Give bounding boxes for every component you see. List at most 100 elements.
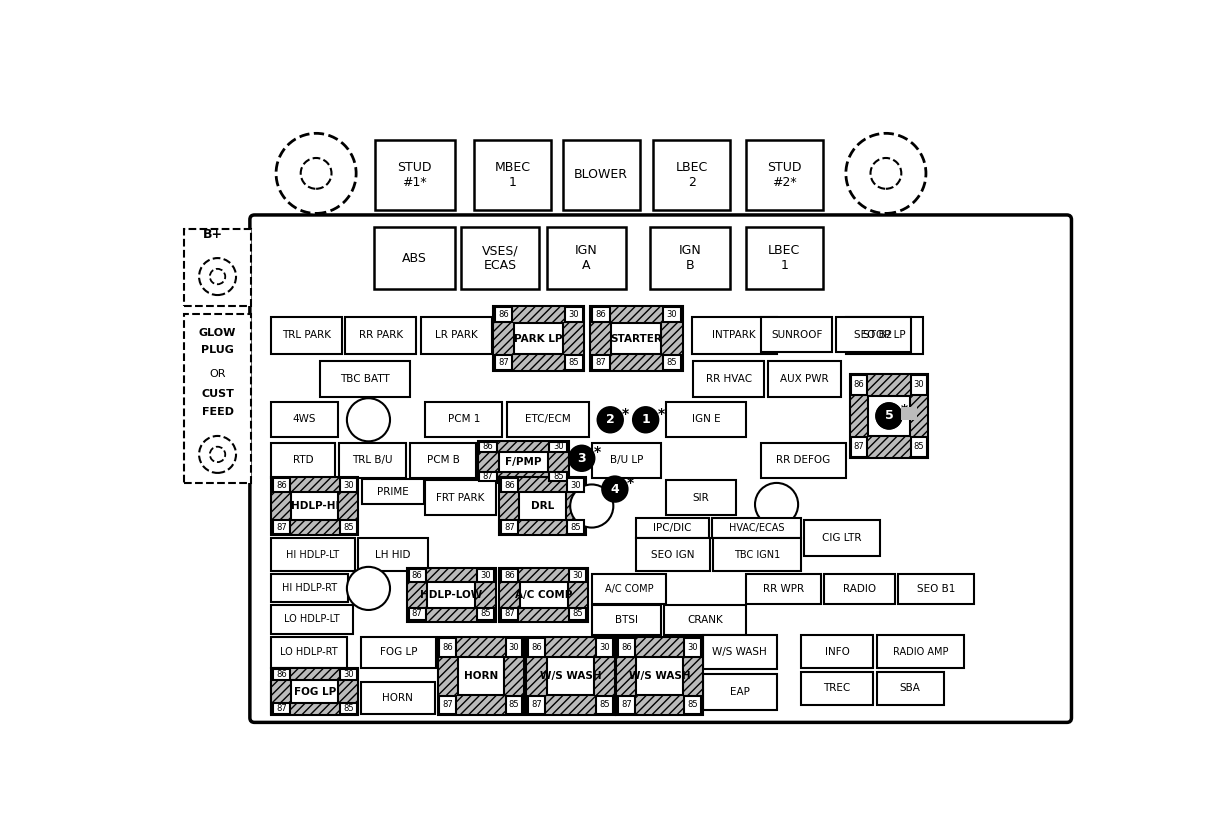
Text: FEED: FEED (201, 407, 234, 417)
Text: 86: 86 (276, 481, 287, 490)
FancyBboxPatch shape (845, 317, 923, 353)
FancyBboxPatch shape (407, 568, 495, 622)
Text: EAP: EAP (730, 687, 750, 697)
FancyBboxPatch shape (547, 228, 626, 289)
Text: MBEC
1: MBEC 1 (494, 161, 530, 189)
FancyBboxPatch shape (477, 608, 494, 620)
FancyBboxPatch shape (340, 703, 357, 714)
Circle shape (598, 407, 622, 432)
Circle shape (871, 158, 901, 188)
FancyBboxPatch shape (272, 478, 289, 492)
FancyBboxPatch shape (654, 140, 730, 210)
FancyBboxPatch shape (550, 472, 567, 481)
FancyBboxPatch shape (850, 374, 929, 459)
Text: HDLP-HI: HDLP-HI (291, 501, 339, 511)
Text: INFO: INFO (825, 646, 849, 657)
FancyBboxPatch shape (527, 637, 615, 716)
Text: 30: 30 (667, 310, 677, 319)
FancyBboxPatch shape (495, 308, 512, 322)
Text: FRT PARK: FRT PARK (436, 493, 484, 503)
FancyBboxPatch shape (408, 608, 426, 620)
Text: HI HDLP-LT: HI HDLP-LT (287, 549, 339, 560)
FancyBboxPatch shape (408, 570, 426, 582)
Text: HI HDLP-RT: HI HDLP-RT (282, 583, 338, 593)
FancyBboxPatch shape (616, 637, 702, 716)
Text: IGN
A: IGN A (575, 244, 598, 272)
Circle shape (569, 446, 595, 471)
Text: SEO B1: SEO B1 (917, 583, 955, 594)
Text: 30: 30 (573, 571, 582, 580)
FancyBboxPatch shape (762, 443, 845, 477)
Text: BLOWER: BLOWER (574, 168, 629, 181)
FancyBboxPatch shape (271, 402, 338, 437)
Text: HORN: HORN (383, 693, 413, 703)
Text: HVAC/ECAS: HVAC/ECAS (729, 523, 785, 533)
Text: 86: 86 (854, 380, 865, 389)
FancyBboxPatch shape (499, 451, 547, 472)
Text: *: * (627, 476, 633, 490)
FancyBboxPatch shape (546, 658, 595, 695)
FancyBboxPatch shape (320, 361, 411, 397)
FancyBboxPatch shape (596, 696, 613, 714)
Text: RH HID: RH HID (289, 693, 327, 703)
FancyBboxPatch shape (480, 472, 497, 481)
FancyBboxPatch shape (590, 306, 683, 371)
FancyBboxPatch shape (272, 521, 289, 534)
FancyBboxPatch shape (802, 672, 873, 705)
Text: PARK LP: PARK LP (515, 334, 563, 344)
FancyBboxPatch shape (249, 215, 1072, 722)
FancyBboxPatch shape (501, 570, 518, 582)
FancyBboxPatch shape (636, 539, 711, 570)
Text: 30: 30 (553, 442, 563, 451)
Text: *: * (622, 406, 630, 420)
FancyBboxPatch shape (499, 477, 586, 535)
FancyBboxPatch shape (702, 636, 776, 669)
FancyBboxPatch shape (596, 638, 613, 657)
Text: 85: 85 (688, 700, 698, 709)
FancyBboxPatch shape (804, 520, 879, 556)
Text: TRL B/U: TRL B/U (352, 455, 392, 465)
Text: AUX PWR: AUX PWR (780, 374, 830, 384)
Text: DRL: DRL (530, 501, 555, 511)
Text: 87: 87 (596, 357, 607, 366)
Text: 87: 87 (504, 522, 515, 531)
Text: A/C COMP: A/C COMP (515, 590, 573, 600)
FancyBboxPatch shape (851, 375, 867, 395)
FancyBboxPatch shape (440, 696, 457, 714)
FancyBboxPatch shape (271, 681, 345, 714)
Text: CRANK: CRANK (687, 614, 723, 624)
FancyBboxPatch shape (358, 539, 427, 570)
Text: STOP LP: STOP LP (863, 330, 906, 340)
Text: PLUG: PLUG (201, 345, 234, 356)
FancyBboxPatch shape (825, 574, 895, 604)
Text: 30: 30 (568, 310, 579, 319)
FancyBboxPatch shape (501, 521, 518, 534)
Circle shape (845, 133, 926, 214)
FancyBboxPatch shape (271, 667, 358, 716)
FancyBboxPatch shape (592, 308, 610, 322)
Text: PRIME: PRIME (378, 487, 409, 497)
Text: TRL PARK: TRL PARK (282, 330, 331, 340)
Text: 85: 85 (570, 522, 581, 531)
Text: 30: 30 (509, 643, 520, 652)
FancyBboxPatch shape (746, 228, 822, 289)
Text: IGN
B: IGN B (679, 244, 701, 272)
FancyBboxPatch shape (664, 355, 681, 370)
Circle shape (346, 398, 390, 441)
FancyBboxPatch shape (691, 317, 776, 353)
Text: 4: 4 (610, 482, 619, 495)
FancyBboxPatch shape (461, 228, 539, 289)
FancyBboxPatch shape (272, 703, 289, 714)
FancyBboxPatch shape (636, 517, 708, 539)
FancyBboxPatch shape (506, 638, 522, 657)
Text: FOG LP: FOG LP (380, 647, 418, 658)
Text: 85: 85 (343, 522, 354, 531)
FancyBboxPatch shape (562, 140, 639, 210)
FancyBboxPatch shape (362, 479, 424, 504)
Text: 5: 5 (884, 410, 894, 423)
Circle shape (300, 158, 332, 188)
FancyBboxPatch shape (768, 361, 842, 397)
Text: RR HVAC: RR HVAC (706, 374, 752, 384)
FancyBboxPatch shape (501, 478, 518, 492)
Text: INTPARK: INTPARK (712, 330, 756, 340)
